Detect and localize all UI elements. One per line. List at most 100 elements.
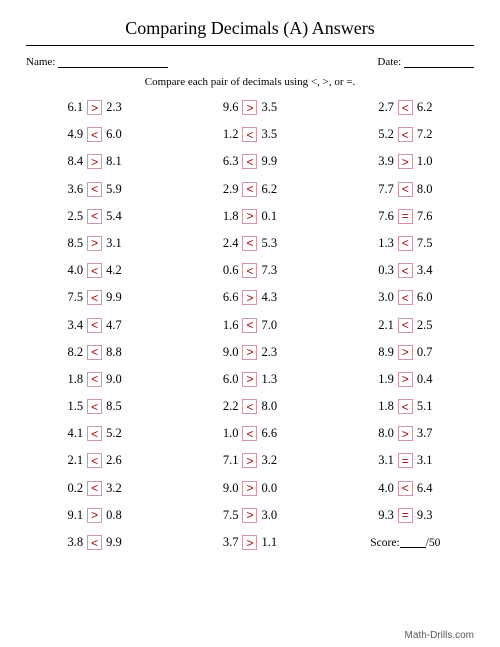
date-field: Date: [377,56,474,68]
left-operand: 4.0 [368,481,394,496]
operator-box: < [398,127,413,142]
problem: 2.2<8.0 [181,399,318,414]
operator-box: < [242,318,257,333]
right-operand: 5.3 [261,236,287,251]
left-operand: 7.5 [57,290,83,305]
problem: 2.4<5.3 [181,236,318,251]
problem: 2.5<5.4 [26,209,163,224]
right-operand: 8.0 [417,182,443,197]
left-operand: 8.2 [57,345,83,360]
problem: 6.3<9.9 [181,154,318,169]
right-operand: 3.1 [417,453,443,468]
operator-box: < [242,127,257,142]
operator-box: > [398,372,413,387]
operator-box: > [242,481,257,496]
problem: 9.6>3.5 [181,100,318,115]
operator-box: > [242,372,257,387]
right-operand: 3.2 [106,481,132,496]
left-operand: 3.7 [212,535,238,550]
operator-box: = [398,209,413,224]
operator-box: < [242,154,257,169]
left-operand: 8.5 [57,236,83,251]
left-operand: 0.3 [368,263,394,278]
problem: 3.9>1.0 [337,154,474,169]
left-operand: 1.9 [368,372,394,387]
right-operand: 9.0 [106,372,132,387]
left-operand: 1.6 [212,318,238,333]
operator-box: > [242,290,257,305]
problem: 3.0<6.0 [337,290,474,305]
right-operand: 8.8 [106,345,132,360]
problem: 8.5>3.1 [26,236,163,251]
right-operand: 9.3 [417,508,443,523]
right-operand: 7.5 [417,236,443,251]
operator-box: < [87,127,102,142]
right-operand: 6.0 [417,290,443,305]
score-blank[interactable] [400,537,426,548]
problem: 8.9>0.7 [337,345,474,360]
left-operand: 9.0 [212,481,238,496]
left-operand: 2.5 [57,209,83,224]
operator-box: < [87,182,102,197]
left-operand: 8.0 [368,426,394,441]
date-blank[interactable] [404,57,474,68]
left-operand: 2.1 [368,318,394,333]
operator-box: < [87,481,102,496]
operator-box: > [398,426,413,441]
right-operand: 3.0 [261,508,287,523]
problem: 3.8<9.9 [26,535,163,550]
right-operand: 2.6 [106,453,132,468]
operator-box: > [87,100,102,115]
right-operand: 4.3 [261,290,287,305]
operator-box: < [398,399,413,414]
left-operand: 0.6 [212,263,238,278]
problem: 3.1=3.1 [337,453,474,468]
left-operand: 6.3 [212,154,238,169]
problem: 1.5<8.5 [26,399,163,414]
meta-row: Name: Date: [26,56,474,68]
operator-box: > [242,209,257,224]
operator-box: < [398,481,413,496]
problem: 7.1>3.2 [181,453,318,468]
problem: 1.8<5.1 [337,399,474,414]
problem: 1.2<3.5 [181,127,318,142]
name-label: Name: [26,56,55,68]
problem: 9.1>0.8 [26,508,163,523]
problem: 2.9<6.2 [181,182,318,197]
right-operand: 6.0 [106,127,132,142]
left-operand: 8.9 [368,345,394,360]
problem: 6.1>2.3 [26,100,163,115]
operator-box: > [242,508,257,523]
right-operand: 3.2 [261,453,287,468]
left-operand: 2.7 [368,100,394,115]
problem: 0.2<3.2 [26,481,163,496]
left-operand: 1.5 [57,399,83,414]
left-operand: 8.4 [57,154,83,169]
problem: 2.1<2.5 [337,318,474,333]
right-operand: 7.6 [417,209,443,224]
operator-box: < [87,399,102,414]
left-operand: 1.8 [57,372,83,387]
left-operand: 6.6 [212,290,238,305]
left-operand: 1.8 [212,209,238,224]
right-operand: 7.2 [417,127,443,142]
left-operand: 3.9 [368,154,394,169]
operator-box: > [87,236,102,251]
right-operand: 0.0 [261,481,287,496]
name-blank[interactable] [58,57,168,68]
date-label: Date: [377,56,401,68]
instructions: Compare each pair of decimals using <, >… [26,76,474,88]
problem: 7.6=7.6 [337,209,474,224]
operator-box: > [242,345,257,360]
right-operand: 2.3 [261,345,287,360]
operator-box: < [398,100,413,115]
title-rule [26,45,474,46]
operator-box: < [87,372,102,387]
left-operand: 1.3 [368,236,394,251]
left-operand: 9.0 [212,345,238,360]
name-field: Name: [26,56,168,68]
right-operand: 0.7 [417,345,443,360]
problem: 8.2<8.8 [26,345,163,360]
left-operand: 3.1 [368,453,394,468]
right-operand: 0.1 [261,209,287,224]
